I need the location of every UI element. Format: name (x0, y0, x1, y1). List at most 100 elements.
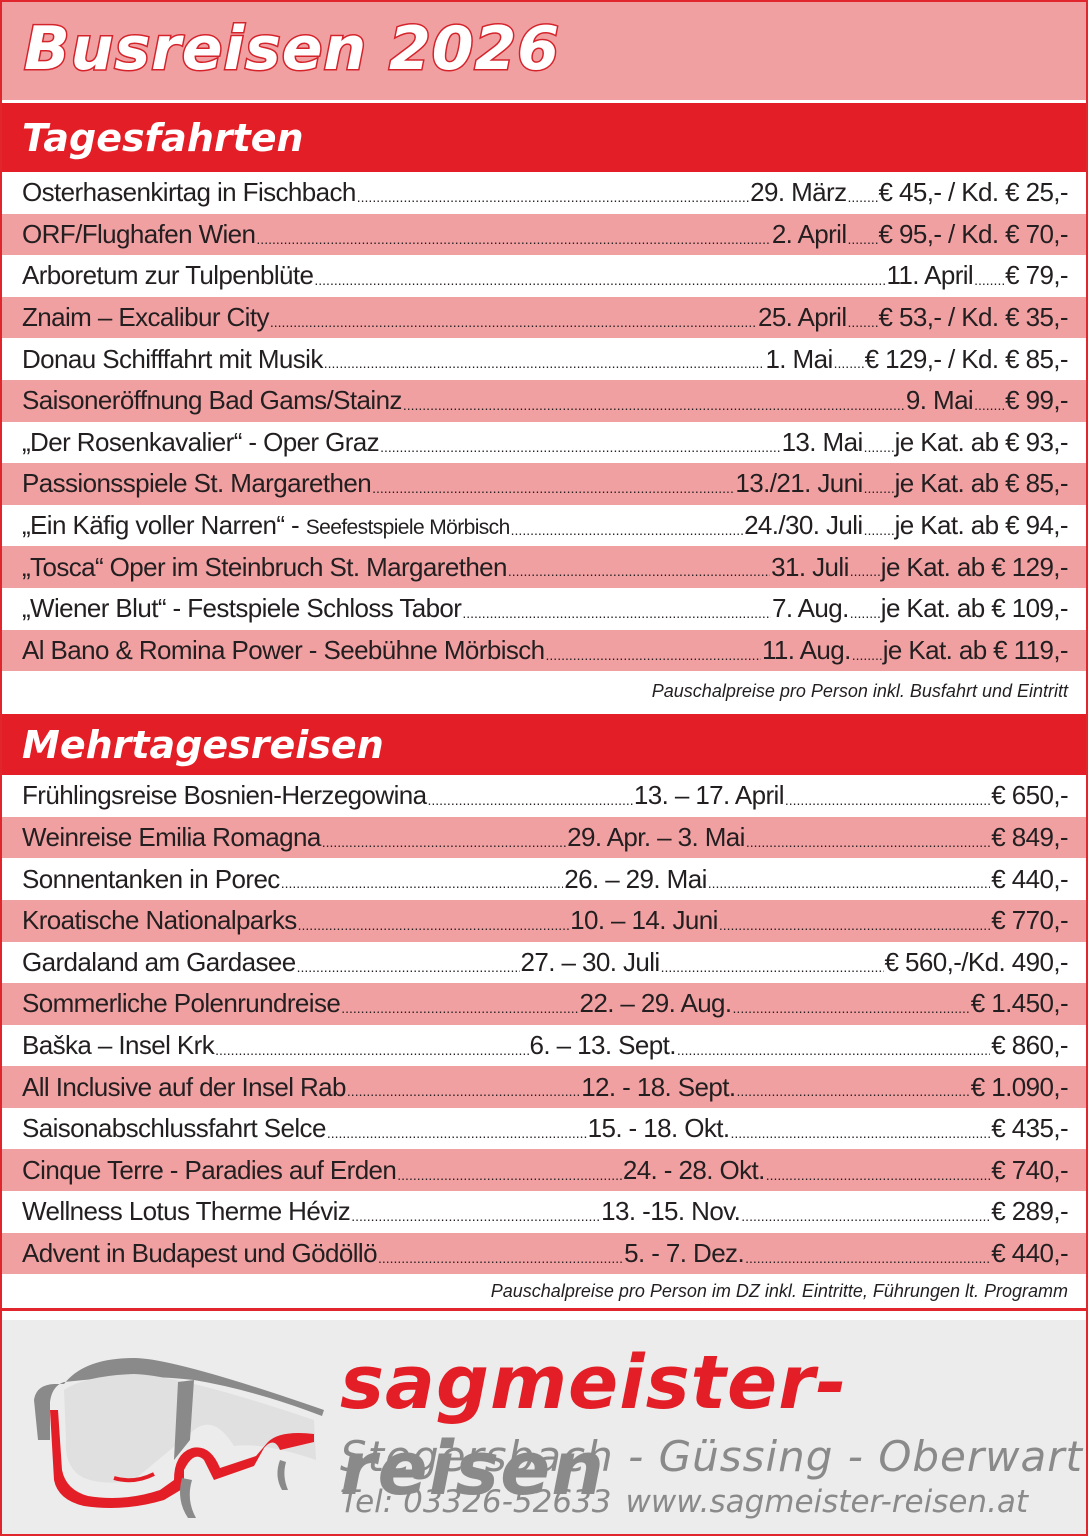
dot-leader (746, 823, 990, 852)
dot-leader (378, 1239, 623, 1268)
trip-date: 22. – 29. Aug. (579, 988, 732, 1019)
brand-name-red: sagmeister- (340, 1340, 848, 1426)
trip-date: 24. - 28. Okt. (622, 1154, 765, 1185)
contact-line: Tel: 03326-52633 www.sagmeister-reisen.at (340, 1484, 1042, 1520)
dot-leader (864, 470, 894, 499)
trip-date: 27. – 30. Juli (520, 946, 661, 977)
list-item: Osterhasenkirtag in Fischbach 29. März € 4… (2, 172, 1086, 214)
page-title: Busreisen 2026 (22, 13, 561, 86)
list-item: Sommerliche Polenrundreise 22. – 29. Aug.… (2, 983, 1086, 1025)
trip-name: Frühlingsreise Bosnien-Herzegowina (22, 780, 427, 811)
trip-name: Weinreise Emilia Romagna (22, 822, 321, 853)
dot-leader (677, 1031, 990, 1060)
list-item: All Inclusive auf der Insel Rab 12. - 18.… (2, 1066, 1086, 1108)
trip-price: je Kat. ab € 129,- (880, 551, 1069, 582)
dot-leader (850, 553, 880, 582)
dot-leader (351, 1198, 600, 1227)
trip-date: 12. - 18. Sept. (581, 1071, 736, 1102)
trip-name: Wellness Lotus Therme Héviz (22, 1196, 351, 1227)
trip-name: Donau Schifffahrt mit Musik (22, 343, 323, 374)
dot-leader (341, 990, 578, 1019)
dot-leader (974, 262, 1004, 291)
trip-date: 24./30. Juli (744, 510, 863, 541)
trip-date: 2. April (771, 218, 847, 249)
trip-name: ORF/Flughafen Wien (22, 218, 256, 249)
trip-date: 13. Mai (781, 426, 864, 457)
trip-price: € 1.090,- (970, 1071, 1069, 1102)
trip-name: Passionsspiele St. Margarethen (22, 468, 372, 499)
trip-date: 31. Juli (771, 551, 849, 582)
trip-name: Al Bano & Romina Power - Seebühne Mörbis… (22, 634, 545, 665)
list-item: „Wiener Blut“ - Festspiele Schloss Tabor… (2, 588, 1086, 630)
dot-leader (427, 782, 632, 811)
trip-name: Cinque Terre - Paradies auf Erden (22, 1154, 397, 1185)
trip-subtitle: Seefestspiele Mörbisch (305, 516, 511, 540)
dot-leader (508, 553, 770, 582)
trip-price: € 860,- (991, 1029, 1068, 1060)
trip-date: 10. – 14. Juni (570, 905, 718, 936)
trip-date: 9. Mai (905, 385, 974, 416)
list-item: Passionsspiele St. Margarethen 13./21. Ju… (2, 463, 1086, 505)
trip-price: € 289,- (991, 1196, 1069, 1227)
trip-price: € 560,-/Kd. 490,- (884, 946, 1069, 977)
dot-leader (215, 1031, 528, 1060)
trip-date: 11. April (886, 260, 974, 291)
section-heading-tagesfahrten: Tagesfahrten (2, 103, 1086, 172)
list-item: „Der Rosenkavalier“ - Oper Graz 13. Mai je… (2, 422, 1086, 464)
trip-date: 11. Aug. (762, 634, 851, 665)
section-heading-mehrtagesreisen: Mehrtagesreisen (2, 714, 1086, 776)
dot-leader (864, 511, 894, 540)
list-item: Frühlingsreise Bosnien-Herzegowina 13. – … (2, 775, 1086, 817)
dot-leader (380, 428, 781, 457)
dot-leader (848, 220, 878, 249)
dot-leader (661, 948, 884, 977)
dot-leader (462, 594, 771, 623)
trip-price: € 435,- (991, 1113, 1069, 1144)
trip-name: All Inclusive auf der Insel Rab (22, 1071, 347, 1102)
trip-date: 25. April (757, 302, 847, 333)
trip-name: Sommerliche Polenrundreise (22, 988, 341, 1019)
tagesfahrten-note: Pauschalpreise pro Person inkl. Busfahrt… (651, 681, 1068, 702)
list-item: Gardaland am Gardasee 27. – 30. Juli € 560… (2, 942, 1086, 984)
dot-leader (848, 303, 878, 332)
locations: Stegersbach - Güssing - Oberwart (340, 1432, 1083, 1481)
trip-price: € 79,- (1005, 260, 1068, 291)
trip-name: Znaim – Excalibur City (22, 302, 269, 333)
trip-date: 1. Mai (765, 343, 833, 374)
dot-leader (397, 1156, 622, 1185)
dot-leader (546, 636, 761, 665)
trip-date: 13./21. Juni (735, 468, 863, 499)
tagesfahrten-list: Osterhasenkirtag in Fischbach 29. März € 4… (2, 172, 1086, 672)
list-item: ORF/Flughafen Wien 2. April € 95,- / Kd. €… (2, 213, 1086, 256)
dot-leader (347, 1073, 580, 1102)
trip-name: Advent in Budapest und Gödöllö (22, 1237, 378, 1268)
list-item: Kroatische Nationalparks 10. – 14. Juni € … (2, 899, 1086, 942)
website-link[interactable]: www.sagmeister-reisen.at (625, 1484, 1029, 1520)
list-item: Arboretum zur Tulpenblüte 11. April € 79,- (2, 255, 1086, 297)
trip-price: € 440,- (991, 1237, 1069, 1268)
trip-price: € 770,- (991, 905, 1069, 936)
bus-icon (34, 1358, 324, 1518)
trip-name: „Wiener Blut“ - Festspiele Schloss Tabor (22, 593, 462, 624)
trip-price: € 740,- (991, 1154, 1069, 1185)
dot-leader (766, 1156, 991, 1185)
dot-leader (741, 1198, 990, 1227)
trip-name: Saisonabschlussfahrt Selce (22, 1113, 326, 1144)
dot-leader (357, 179, 749, 208)
trip-price: € 129,- / Kd. € 85,- (864, 343, 1069, 374)
dot-leader (298, 906, 569, 935)
trip-date: 29. März (750, 177, 847, 208)
phone-number[interactable]: Tel: 03326-52633 (340, 1484, 612, 1520)
dot-leader (730, 1114, 990, 1143)
brand-name: sagmeister-reisen (340, 1340, 1086, 1512)
dot-leader (403, 386, 905, 415)
dot-leader (737, 1073, 970, 1102)
trip-name: Arboretum zur Tulpenblüte (22, 260, 314, 291)
trip-name: Osterhasenkirtag in Fischbach (22, 177, 356, 208)
dot-leader (281, 865, 564, 894)
dot-leader (322, 823, 566, 852)
list-item: Znaim – Excalibur City 25. April € 53,- / … (2, 296, 1086, 339)
trip-date: 5. - 7. Dez. (624, 1237, 745, 1268)
dot-leader (974, 386, 1004, 415)
mehrtagesreisen-list: Frühlingsreise Bosnien-Herzegowina 13. – … (2, 775, 1086, 1275)
